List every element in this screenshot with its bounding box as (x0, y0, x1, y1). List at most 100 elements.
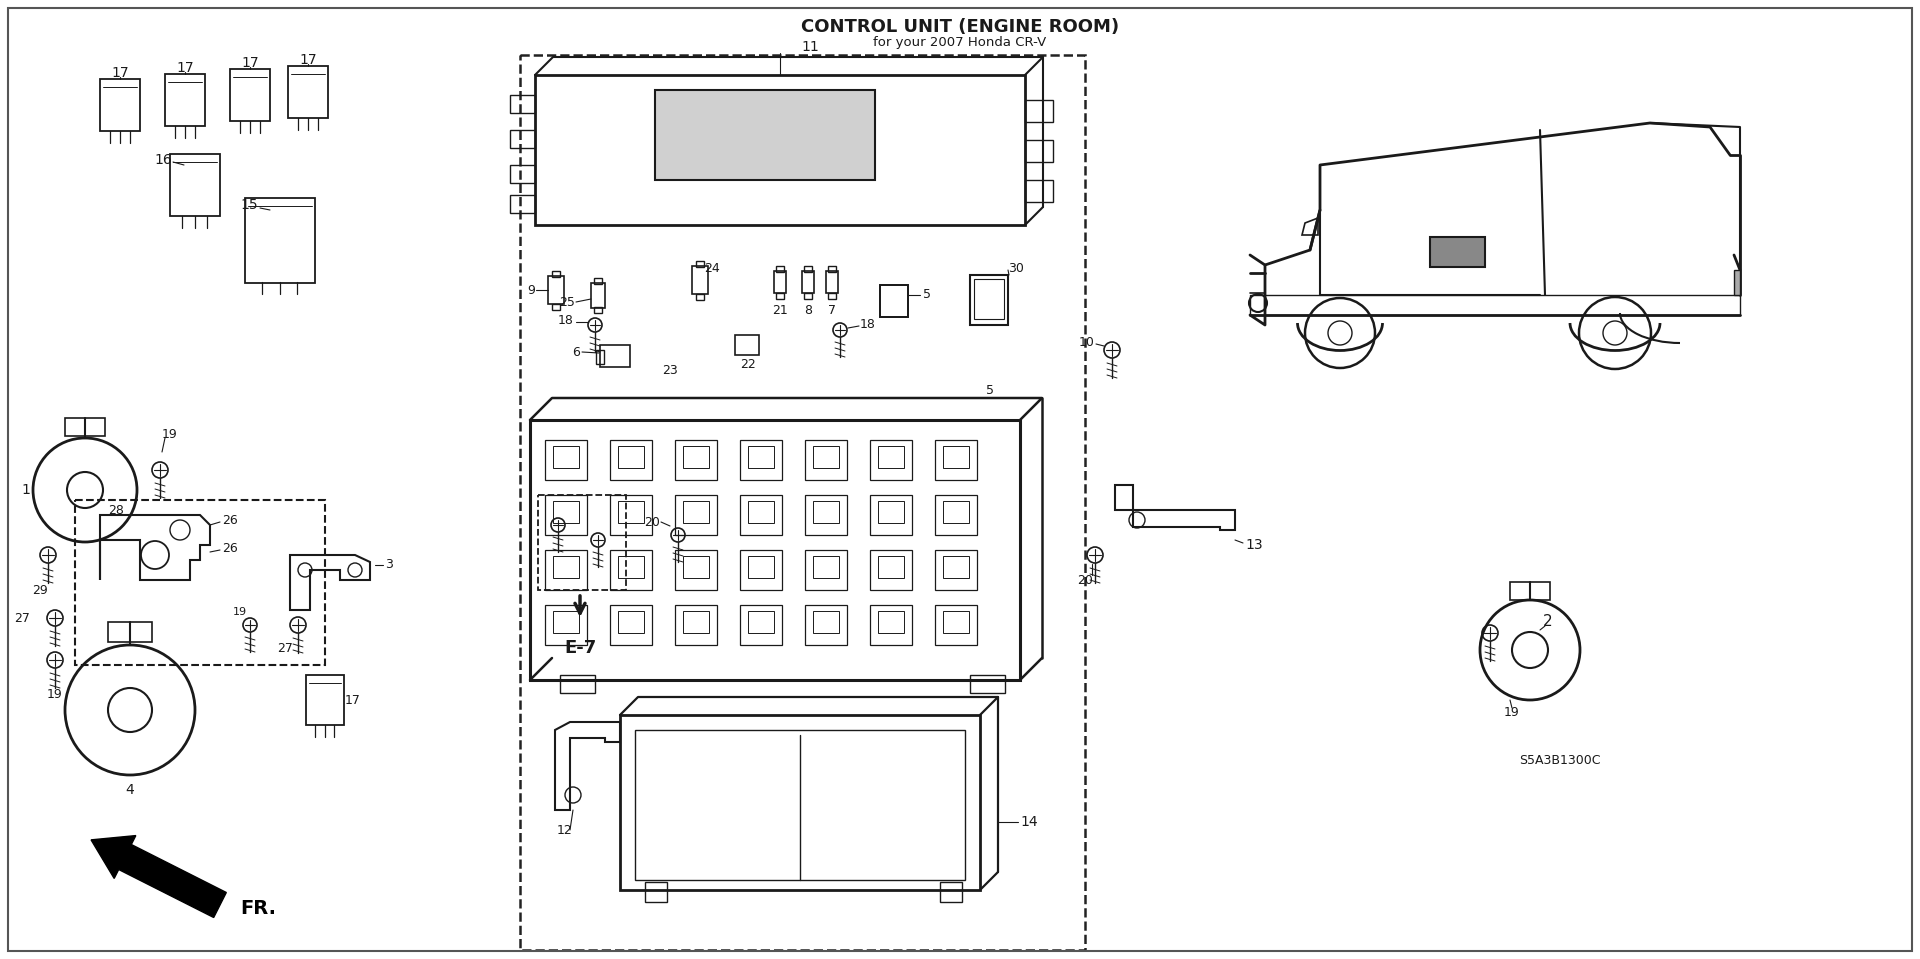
Bar (695, 261, 705, 267)
Bar (828, 266, 835, 272)
Bar (826, 271, 837, 293)
Bar (545, 495, 588, 535)
Bar (804, 266, 812, 272)
Bar (636, 730, 966, 880)
Bar (288, 66, 328, 118)
Bar (804, 495, 847, 535)
Bar (804, 293, 812, 299)
Text: 29: 29 (33, 583, 48, 596)
Bar (165, 74, 205, 126)
Text: 20: 20 (643, 516, 660, 528)
Text: 28: 28 (108, 503, 125, 517)
Text: 5: 5 (987, 384, 995, 396)
Bar (645, 882, 666, 902)
Bar (618, 611, 643, 633)
Text: 8: 8 (804, 303, 812, 316)
Bar (511, 130, 536, 148)
Text: 24: 24 (705, 262, 720, 274)
Bar (545, 605, 588, 645)
Bar (804, 605, 847, 645)
Text: 4: 4 (125, 783, 134, 797)
Bar (305, 675, 344, 725)
Bar (812, 501, 839, 523)
Text: 27: 27 (13, 612, 31, 624)
Bar (591, 283, 605, 308)
Bar (877, 556, 904, 578)
Bar (943, 446, 970, 468)
Bar (749, 501, 774, 523)
Bar (877, 501, 904, 523)
Text: 16: 16 (154, 153, 173, 167)
Bar (595, 350, 605, 364)
Bar (739, 440, 781, 480)
Text: 1: 1 (21, 483, 31, 497)
Bar (593, 307, 603, 313)
Bar (511, 195, 536, 213)
Text: 19: 19 (161, 429, 179, 441)
Bar (812, 556, 839, 578)
Bar (695, 294, 705, 300)
Text: 5: 5 (924, 289, 931, 301)
Bar (943, 556, 970, 578)
Bar (935, 440, 977, 480)
Bar (970, 675, 1004, 693)
Text: 3: 3 (386, 558, 394, 572)
Text: 19: 19 (1503, 706, 1521, 718)
Text: 23: 23 (662, 363, 678, 377)
Text: 19: 19 (48, 689, 63, 701)
Bar (749, 446, 774, 468)
Bar (511, 95, 536, 113)
Bar (774, 271, 785, 293)
Bar (879, 285, 908, 317)
Bar (776, 293, 783, 299)
Bar (776, 266, 783, 272)
Bar (877, 611, 904, 633)
Text: 25: 25 (559, 295, 574, 309)
Text: 12: 12 (557, 824, 572, 836)
Bar (684, 501, 708, 523)
Bar (676, 550, 716, 590)
Bar (545, 440, 588, 480)
Text: 18: 18 (860, 318, 876, 332)
Text: 14: 14 (1020, 815, 1037, 829)
Bar (812, 611, 839, 633)
Bar (935, 495, 977, 535)
Text: 17: 17 (300, 53, 317, 67)
Bar (1430, 237, 1484, 267)
Bar (618, 501, 643, 523)
Text: 20: 20 (1077, 573, 1092, 587)
Text: 17: 17 (111, 66, 129, 80)
Bar (676, 495, 716, 535)
Text: 17: 17 (177, 61, 194, 75)
Bar (536, 75, 1025, 225)
Bar (561, 675, 595, 693)
Bar (1025, 100, 1052, 122)
Bar (547, 276, 564, 304)
Bar (877, 446, 904, 468)
Text: 30: 30 (1008, 262, 1023, 274)
Bar (828, 293, 835, 299)
Bar (611, 605, 653, 645)
Bar (538, 495, 626, 590)
Bar (739, 605, 781, 645)
Bar (618, 556, 643, 578)
Bar (735, 335, 758, 355)
Bar (684, 611, 708, 633)
Bar (553, 556, 580, 578)
Bar (1734, 270, 1740, 295)
Text: 22: 22 (739, 359, 756, 371)
Bar (935, 605, 977, 645)
Text: E-7: E-7 (564, 639, 595, 657)
Text: S5A3B1300C: S5A3B1300C (1519, 754, 1601, 766)
Text: 7: 7 (828, 303, 835, 316)
Bar (691, 266, 708, 294)
Bar (739, 495, 781, 535)
Bar (943, 501, 970, 523)
Text: 17: 17 (346, 693, 361, 707)
Bar (870, 440, 912, 480)
Bar (941, 882, 962, 902)
Text: 15: 15 (240, 198, 257, 212)
Bar (749, 611, 774, 633)
Bar (553, 304, 561, 310)
Bar (943, 611, 970, 633)
